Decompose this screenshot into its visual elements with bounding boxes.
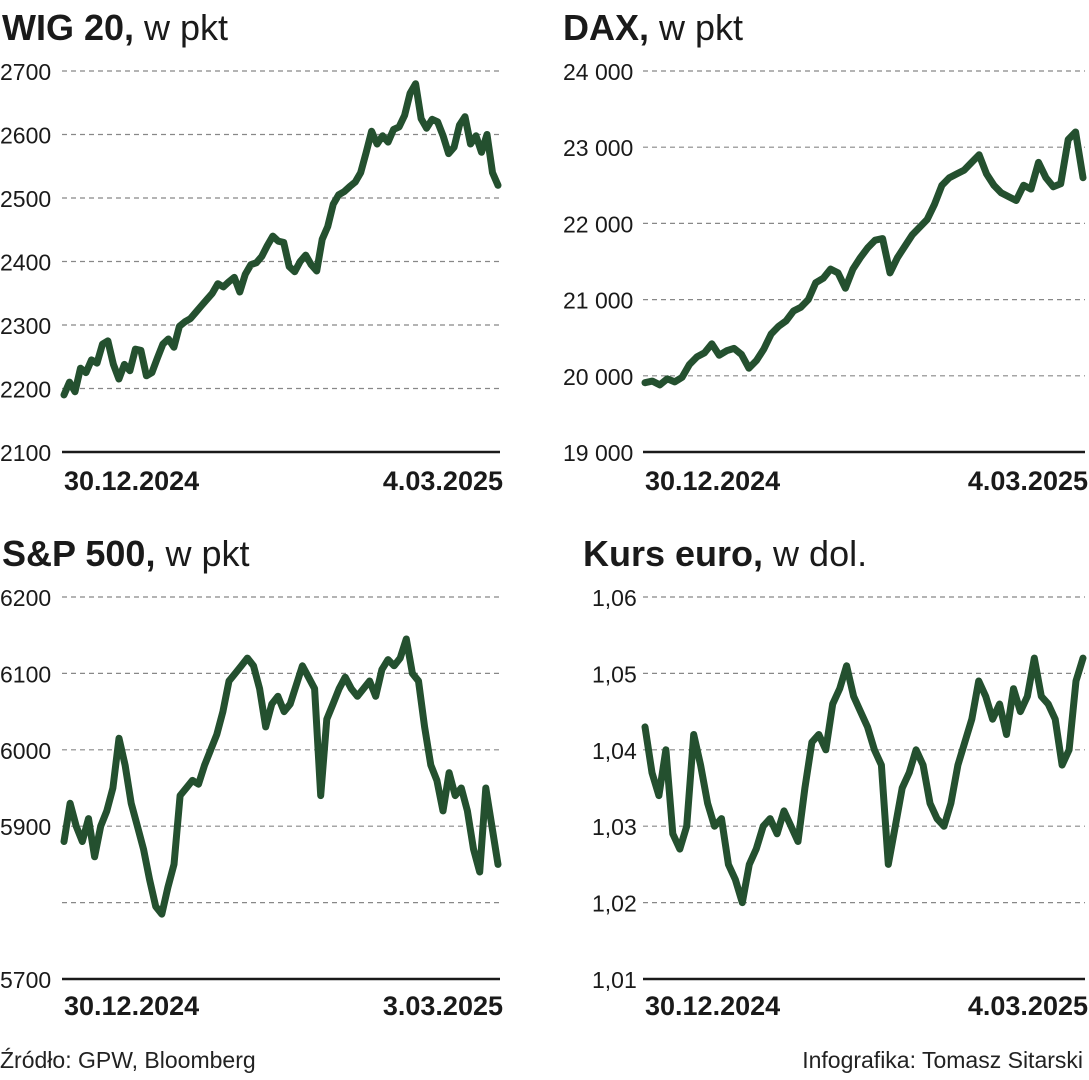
chart-title-unit-dax: w pkt: [658, 7, 743, 48]
chart-title-sp500: S&P 500, w pkt: [2, 533, 249, 574]
chart-title-bold-eurusd: Kurs euro,: [583, 533, 773, 574]
x-start-label-sp500: 30.12.2024: [64, 991, 199, 1021]
series-line-sp500: [60, 635, 502, 918]
chart-title-unit-wig20: w pkt: [143, 7, 228, 48]
source-note: Źródło: GPW, Bloomberg: [0, 1047, 256, 1073]
y-tick-label-dax: 19 000: [563, 440, 633, 466]
series-line-dax: [641, 128, 1087, 389]
y-tick-label-wig20: 2300: [0, 313, 51, 339]
chart-title-bold-wig20: WIG 20,: [2, 7, 144, 48]
x-end-label-eurusd: 4.03.2025: [968, 991, 1088, 1021]
y-tick-label-dax: 23 000: [563, 135, 633, 161]
series-line-eurusd: [641, 654, 1087, 907]
y-tick-label-sp500: 6000: [0, 738, 51, 764]
y-tick-label-dax: 20 000: [563, 364, 633, 390]
y-tick-label-sp500: 5700: [0, 967, 51, 993]
y-tick-label-wig20: 2500: [0, 186, 51, 212]
y-tick-label-wig20: 2400: [0, 250, 51, 276]
x-start-label-dax: 30.12.2024: [645, 466, 780, 496]
y-tick-label-eurusd: 1,01: [592, 967, 637, 993]
series-line-wig20: [60, 80, 502, 399]
y-tick-label-eurusd: 1,05: [592, 661, 637, 687]
y-tick-label-sp500: 6100: [0, 661, 51, 687]
y-tick-label-eurusd: 1,04: [592, 738, 637, 764]
y-tick-label-dax: 22 000: [563, 211, 633, 237]
chart-title-bold-dax: DAX,: [563, 7, 659, 48]
chart-title-unit-eurusd: w dol.: [772, 533, 867, 574]
y-tick-label-wig20: 2100: [0, 440, 51, 466]
chart-title-eurusd: Kurs euro, w dol.: [583, 533, 867, 574]
y-tick-label-sp500: 5900: [0, 814, 51, 840]
y-tick-label-eurusd: 1,03: [592, 814, 637, 840]
x-start-label-wig20: 30.12.2024: [64, 466, 199, 496]
y-tick-label-eurusd: 1,02: [592, 891, 637, 917]
chart-title-dax: DAX, w pkt: [563, 7, 743, 48]
y-tick-label-dax: 21 000: [563, 288, 633, 314]
y-tick-label-dax: 24 000: [563, 59, 633, 85]
chart-title-bold-sp500: S&P 500,: [2, 533, 165, 574]
x-end-label-wig20: 4.03.2025: [383, 466, 503, 496]
chart-title-unit-sp500: w pkt: [164, 533, 249, 574]
y-tick-label-sp500: 6200: [0, 585, 51, 611]
y-tick-label-wig20: 2200: [0, 377, 51, 403]
infographic-credit: Infografika: Tomasz Sitarski: [802, 1047, 1083, 1073]
y-tick-label-wig20: 2700: [0, 59, 51, 85]
chart-title-wig20: WIG 20, w pkt: [2, 7, 228, 48]
x-start-label-eurusd: 30.12.2024: [645, 991, 780, 1021]
x-end-label-sp500: 3.03.2025: [383, 991, 503, 1021]
x-end-label-dax: 4.03.2025: [968, 466, 1088, 496]
y-tick-label-wig20: 2600: [0, 123, 51, 149]
y-tick-label-eurusd: 1,06: [592, 585, 637, 611]
